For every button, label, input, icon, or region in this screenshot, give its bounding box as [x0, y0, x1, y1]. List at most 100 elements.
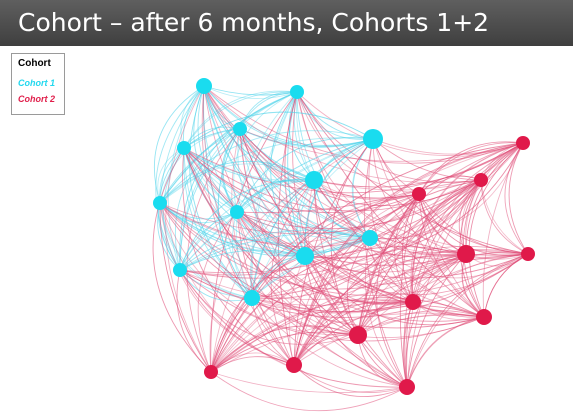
network-edge — [357, 253, 529, 336]
network-edge — [251, 179, 482, 299]
network-edge — [418, 193, 485, 318]
network-edge — [465, 142, 524, 255]
network-edge — [239, 91, 298, 130]
network-edge — [376, 193, 420, 388]
title-bar: Cohort – after 6 months, Cohorts 1+2 — [0, 0, 573, 46]
network-edge — [251, 297, 414, 314]
network-edge — [197, 211, 238, 373]
network-edge — [401, 193, 420, 303]
network-edge — [357, 310, 485, 336]
network-edge — [239, 91, 298, 130]
network-edge — [313, 179, 485, 318]
network-edge — [210, 142, 524, 373]
network-edge — [293, 364, 408, 397]
network-edge — [203, 85, 315, 181]
network-edge — [179, 211, 238, 271]
network-edge — [203, 85, 298, 96]
network-edge — [210, 371, 408, 394]
network-edge — [293, 142, 524, 366]
cohort-2-node — [457, 245, 475, 263]
network-edge — [364, 138, 408, 388]
network-edge — [165, 85, 212, 373]
network-edge — [203, 85, 524, 164]
network-edge — [406, 253, 529, 388]
network-nodes — [153, 78, 535, 395]
network-edge — [152, 147, 212, 373]
network-edge — [313, 179, 414, 303]
cohort-1-node — [362, 230, 378, 246]
network-edge — [406, 316, 485, 388]
network-edge — [186, 128, 241, 373]
network-edge — [372, 138, 467, 255]
cohort-1-node — [363, 129, 383, 149]
network-edge — [183, 147, 306, 257]
network-edge — [210, 297, 485, 373]
network-edge — [418, 193, 485, 318]
network-edge — [159, 91, 298, 204]
network-edge — [210, 193, 420, 373]
network-edge — [231, 211, 253, 299]
network-edge — [251, 91, 298, 299]
network-edge — [159, 91, 298, 204]
network-edge — [251, 297, 408, 388]
network-edge — [372, 138, 524, 155]
network-edge — [313, 179, 529, 255]
network-edge — [183, 147, 485, 318]
network-edge — [270, 91, 306, 257]
network-edge — [179, 229, 371, 271]
network-edge — [236, 178, 315, 213]
network-edge — [179, 128, 241, 271]
network-edge — [179, 249, 306, 271]
network-edge — [293, 245, 529, 366]
cohort-1-node — [196, 78, 212, 94]
network-edge — [307, 179, 359, 336]
network-edge — [369, 237, 414, 303]
network-edge — [412, 142, 524, 303]
network-edge — [210, 301, 414, 373]
network-edge — [157, 202, 181, 271]
network-edge — [210, 331, 359, 373]
network-edge — [210, 179, 482, 373]
network-edge — [239, 128, 306, 257]
network-edge — [179, 269, 408, 388]
network-edge — [210, 297, 253, 373]
cohort-1-node — [296, 247, 314, 265]
legend-item-cohort-1: Cohort 1 — [18, 78, 55, 88]
network-edge — [159, 163, 315, 204]
network-edge — [210, 179, 482, 373]
network-edge — [406, 253, 467, 388]
network-edge — [313, 142, 524, 188]
network-edge — [357, 313, 485, 336]
network-edge — [179, 253, 467, 301]
network-edge — [293, 253, 467, 366]
network-edge — [183, 147, 253, 299]
network-edge — [210, 251, 467, 373]
network-edge — [357, 253, 467, 336]
network-edge — [210, 255, 306, 373]
slide-title: Cohort – after 6 months, Cohorts 1+2 — [18, 8, 490, 37]
network-edge — [235, 211, 253, 299]
network-edge — [203, 85, 315, 181]
network-edge — [159, 202, 359, 336]
network-edge — [508, 142, 529, 255]
network-edge — [183, 111, 374, 149]
network-edge — [251, 179, 315, 299]
network-edge — [210, 325, 359, 373]
network-edge — [357, 179, 482, 336]
network-edge — [270, 179, 315, 366]
network-edge — [183, 147, 529, 260]
network-edge — [482, 142, 524, 318]
network-edge — [313, 179, 371, 239]
network-edge — [418, 193, 529, 256]
network-edge — [251, 142, 524, 299]
network-edge — [304, 255, 359, 336]
network-edge — [176, 269, 212, 373]
network-edge — [293, 193, 420, 366]
network-edge — [183, 147, 371, 239]
network-edge — [203, 85, 253, 299]
network-edge — [159, 202, 253, 299]
network-edge — [179, 211, 238, 271]
network-edge — [179, 239, 306, 271]
network-edge — [411, 179, 482, 303]
